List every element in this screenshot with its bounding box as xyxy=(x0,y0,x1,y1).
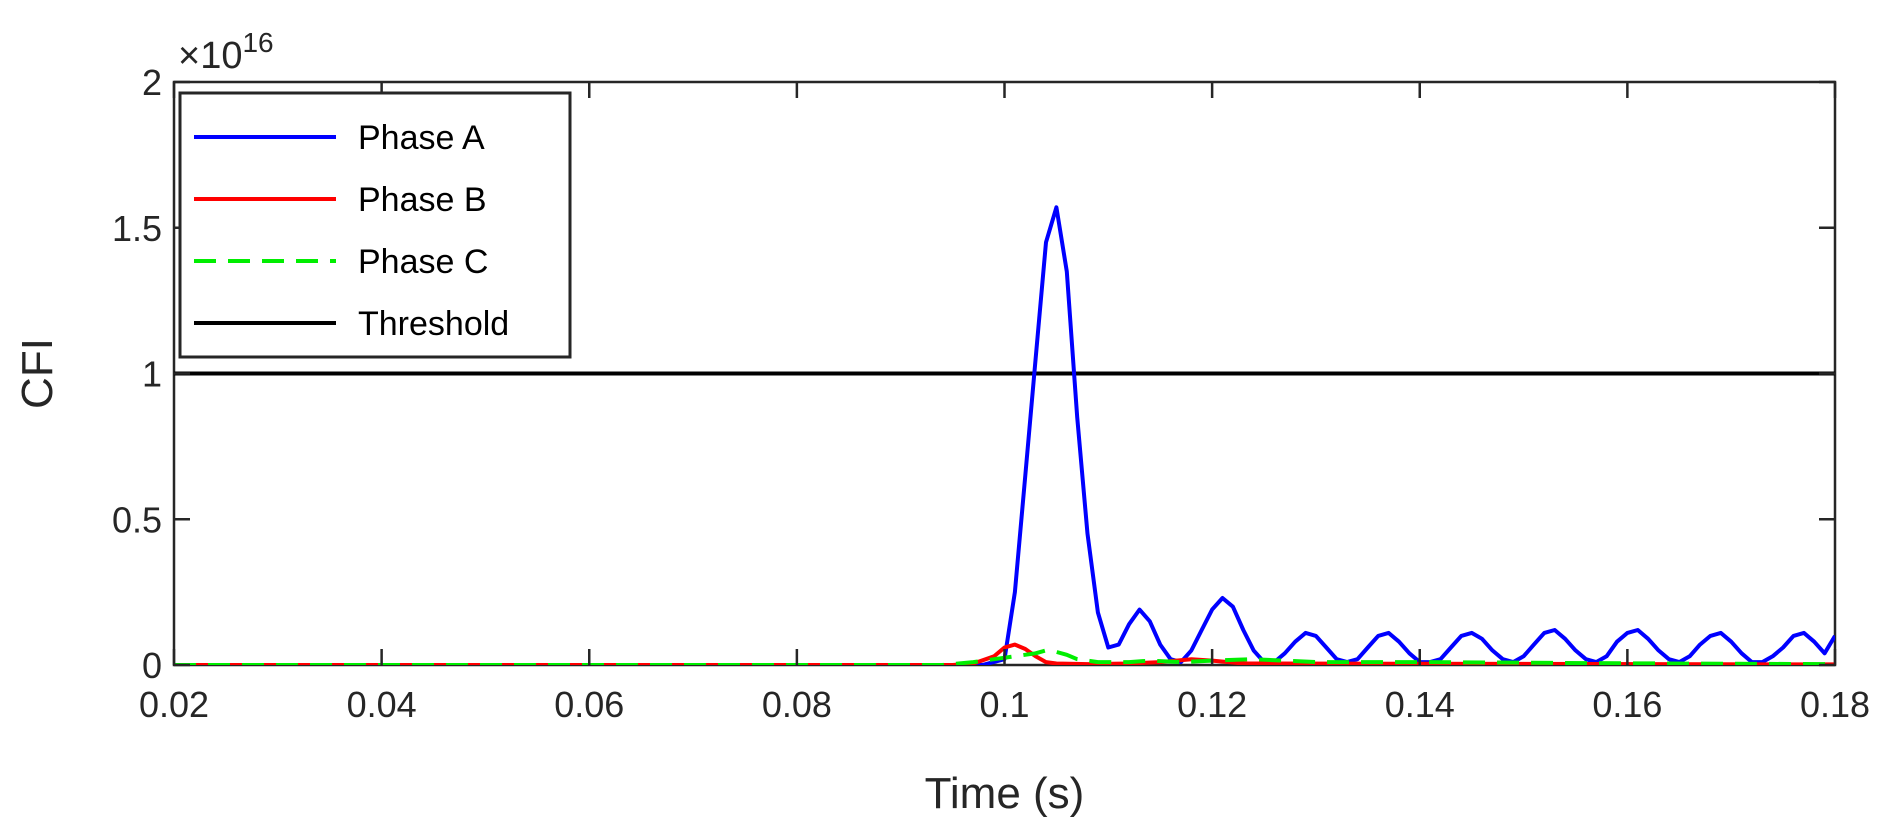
y-tick-label: 0 xyxy=(142,645,162,686)
y-axis-label: CFI xyxy=(13,338,62,409)
x-tick-label: 0.12 xyxy=(1177,684,1247,725)
legend-label: Phase C xyxy=(358,243,488,281)
y-tick-label: 1.5 xyxy=(112,208,162,249)
x-tick-label: 0.14 xyxy=(1385,684,1455,725)
ticks-layer: 0.02 0.04 0.06 0.08 0.1 0.12 0.14 0.16 0.18 0 0.5 1… xyxy=(112,62,1870,725)
y-tick-label: 0.5 xyxy=(112,499,162,540)
x-tick-label: 0.02 xyxy=(139,684,209,725)
x-tick-label: 0.16 xyxy=(1592,684,1662,725)
y-multiplier-base: ×10 xyxy=(178,35,242,77)
y-axis-multiplier: ×1016 xyxy=(178,27,274,77)
legend-label: Phase A xyxy=(358,119,485,157)
x-tick-label: 0.18 xyxy=(1800,684,1870,725)
legend-label: Phase B xyxy=(358,181,487,219)
x-tick-label: 0.04 xyxy=(347,684,417,725)
y-tick-label: 1 xyxy=(142,354,162,395)
y-multiplier-exponent: 16 xyxy=(242,27,273,58)
series-line-phase-a xyxy=(174,205,1835,665)
x-tick-label: 0.08 xyxy=(762,684,832,725)
legend: Phase A Phase B Phase C Threshold xyxy=(178,91,572,359)
y-tick-label: 2 xyxy=(142,62,162,103)
legend-label: Threshold xyxy=(358,305,509,343)
x-tick-label: 0.1 xyxy=(979,684,1029,725)
x-axis-label: Time (s) xyxy=(925,769,1085,818)
x-tick-label: 0.06 xyxy=(554,684,624,725)
